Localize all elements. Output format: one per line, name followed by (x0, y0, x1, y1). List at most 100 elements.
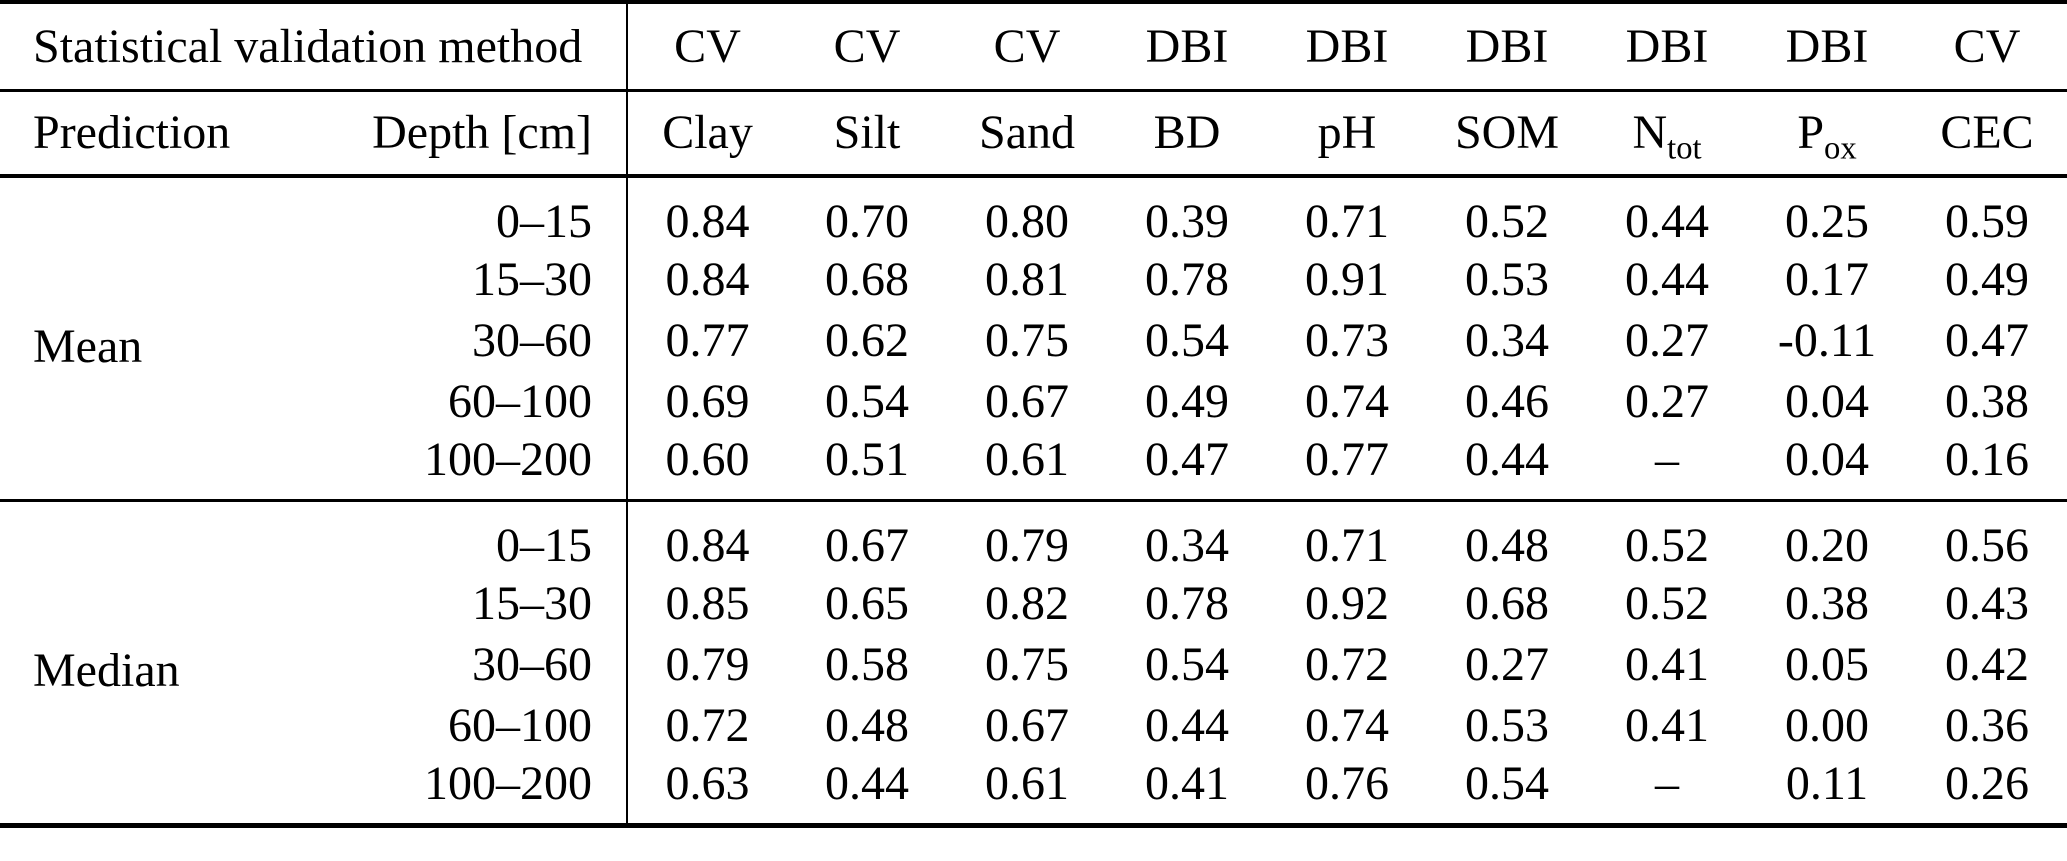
value-cell: 0.53 (1465, 253, 1550, 306)
value-cell: 0.78 (1145, 577, 1230, 630)
depth-cell: 15–30 (472, 577, 593, 630)
value-cell: 0.60 (626, 432, 788, 501)
value-cell: 0.74 (1305, 699, 1390, 752)
table-row: 60–100 0.72 0.48 0.67 0.44 0.74 0.53 0.4… (0, 695, 2067, 756)
value-cell: 0.92 (1305, 577, 1390, 630)
value-cell: 0.48 (825, 699, 910, 752)
property-base: pH (1317, 106, 1377, 160)
value-cell: 0.42 (1945, 638, 2030, 691)
table-row: 100–200 0.60 0.51 0.61 0.47 0.77 0.44 – … (0, 432, 2067, 501)
depth-cell: 0–15 (496, 195, 593, 248)
value-cell: – (1655, 757, 1680, 810)
method-cell-ph: DBI (1267, 2, 1428, 92)
value-cell: 0.27 (1625, 375, 1710, 428)
method-cell-silt: CV (787, 2, 948, 92)
value-cell: 0.51 (825, 433, 910, 486)
value-cell: 0.70 (825, 195, 910, 248)
property-subscript: tot (1667, 130, 1702, 167)
value-cell: 0.72 (626, 695, 788, 756)
value-cell: 0.68 (1465, 577, 1550, 630)
value-cell: 0.84 (626, 500, 788, 573)
value-cell: 0.52 (1465, 195, 1550, 248)
depth-cell: 100–200 (424, 433, 593, 486)
value-cell: 0.68 (825, 253, 910, 306)
value-cell: 0.54 (1145, 638, 1230, 691)
property-base: Clay (662, 106, 753, 160)
value-cell: 0.84 (626, 249, 788, 310)
value-cell: 0.52 (1625, 519, 1710, 572)
value-cell: 0.67 (985, 375, 1070, 428)
table-row: Median 0–15 0.84 0.67 0.79 0.34 0.71 0.4… (0, 500, 2067, 697)
property-header-som: SOM (1427, 90, 1588, 178)
property-subscript: ox (1824, 130, 1857, 167)
property-base: SOM (1454, 106, 1560, 160)
value-cell: 0.75 (985, 314, 1070, 367)
value-cell: 0.44 (1145, 699, 1230, 752)
value-cell: 0.80 (985, 195, 1070, 248)
property-header-sand: Sand (947, 90, 1108, 178)
value-cell: 0.62 (825, 314, 910, 367)
value-cell: 0.44 (825, 757, 910, 810)
method-cell-sand: CV (947, 2, 1108, 92)
mean-section: Mean 0–15 0.84 0.70 0.80 0.39 0.71 0.52 … (0, 176, 2067, 501)
value-cell: 0.54 (825, 375, 910, 428)
value-cell: 0.61 (985, 757, 1070, 810)
value-cell: 0.25 (1785, 195, 1870, 248)
method-header-row: Statistical validation method CV CV CV D… (0, 2, 2067, 92)
value-cell: 0.71 (1305, 519, 1390, 572)
table-row: 15–30 0.85 0.65 0.82 0.78 0.92 0.68 0.52… (0, 573, 2067, 634)
value-cell: 0.52 (1625, 577, 1710, 630)
property-header-pox: Pox (1747, 90, 1908, 178)
depth-cell: 15–30 (472, 253, 593, 306)
section-label-median: Median (33, 644, 180, 697)
value-cell: 0.76 (1305, 757, 1390, 810)
median-section: Median 0–15 0.84 0.67 0.79 0.34 0.71 0.4… (0, 500, 2067, 826)
value-cell: 0.00 (1785, 699, 1870, 752)
table-row: 100–200 0.63 0.44 0.61 0.41 0.76 0.54 – … (0, 756, 2067, 826)
method-cell-ntot: DBI (1587, 2, 1748, 92)
table-row: 15–30 0.84 0.68 0.81 0.78 0.91 0.53 0.44… (0, 249, 2067, 310)
value-cell: 0.56 (1945, 519, 2030, 572)
value-cell: 0.74 (1305, 375, 1390, 428)
prediction-header: Prediction (0, 90, 330, 178)
column-header-row: Prediction Depth [cm] Clay Silt Sand BD … (0, 90, 2067, 178)
table-row: Mean 0–15 0.84 0.70 0.80 0.39 0.71 0.52 … (0, 176, 2067, 373)
value-cell: 0.59 (1945, 195, 2030, 248)
value-cell: 0.36 (1945, 699, 2030, 752)
property-base: Sand (979, 106, 1076, 160)
value-cell: 0.41 (1625, 638, 1710, 691)
value-cell: – (1655, 433, 1680, 486)
depth-cell: 30–60 (472, 314, 593, 367)
value-cell: 0.67 (825, 519, 910, 572)
value-cell: 0.27 (1465, 638, 1550, 691)
value-cell: 0.11 (1785, 757, 1869, 810)
depth-cell: 30–60 (472, 638, 593, 691)
value-cell: 0.63 (626, 756, 788, 826)
value-cell: 0.49 (1945, 253, 2030, 306)
value-cell: 0.67 (985, 699, 1070, 752)
value-cell: 0.38 (1945, 375, 2030, 428)
property-header-cec: CEC (1907, 90, 2067, 178)
property-base: CEC (1940, 106, 2034, 160)
value-cell: 0.44 (1625, 253, 1710, 306)
table-row: 60–100 0.69 0.54 0.67 0.49 0.74 0.46 0.2… (0, 371, 2067, 432)
value-cell: 0.71 (1305, 195, 1390, 248)
value-cell: 0.44 (1625, 195, 1710, 248)
property-base: P (1797, 106, 1825, 160)
value-cell: 0.73 (1305, 314, 1390, 367)
value-cell: 0.27 (1625, 314, 1710, 367)
value-cell: 0.26 (1945, 757, 2030, 810)
value-cell: 0.91 (1305, 253, 1390, 306)
value-cell: 0.58 (825, 638, 910, 691)
value-cell: 0.17 (1785, 253, 1870, 306)
property-header-silt: Silt (787, 90, 948, 178)
value-cell: 0.04 (1785, 375, 1870, 428)
validation-results-table: Statistical validation method CV CV CV D… (0, 0, 2067, 828)
property-header-ntot: Ntot (1587, 90, 1748, 178)
method-cell-clay: CV (626, 2, 788, 92)
value-cell: 0.47 (1945, 314, 2030, 367)
value-cell: 0.69 (626, 371, 788, 432)
value-cell: 0.54 (1145, 314, 1230, 367)
section-label-mean: Mean (33, 320, 143, 373)
table-row: 30–60 0.77 0.62 0.75 0.54 0.73 0.34 0.27… (0, 310, 2067, 371)
